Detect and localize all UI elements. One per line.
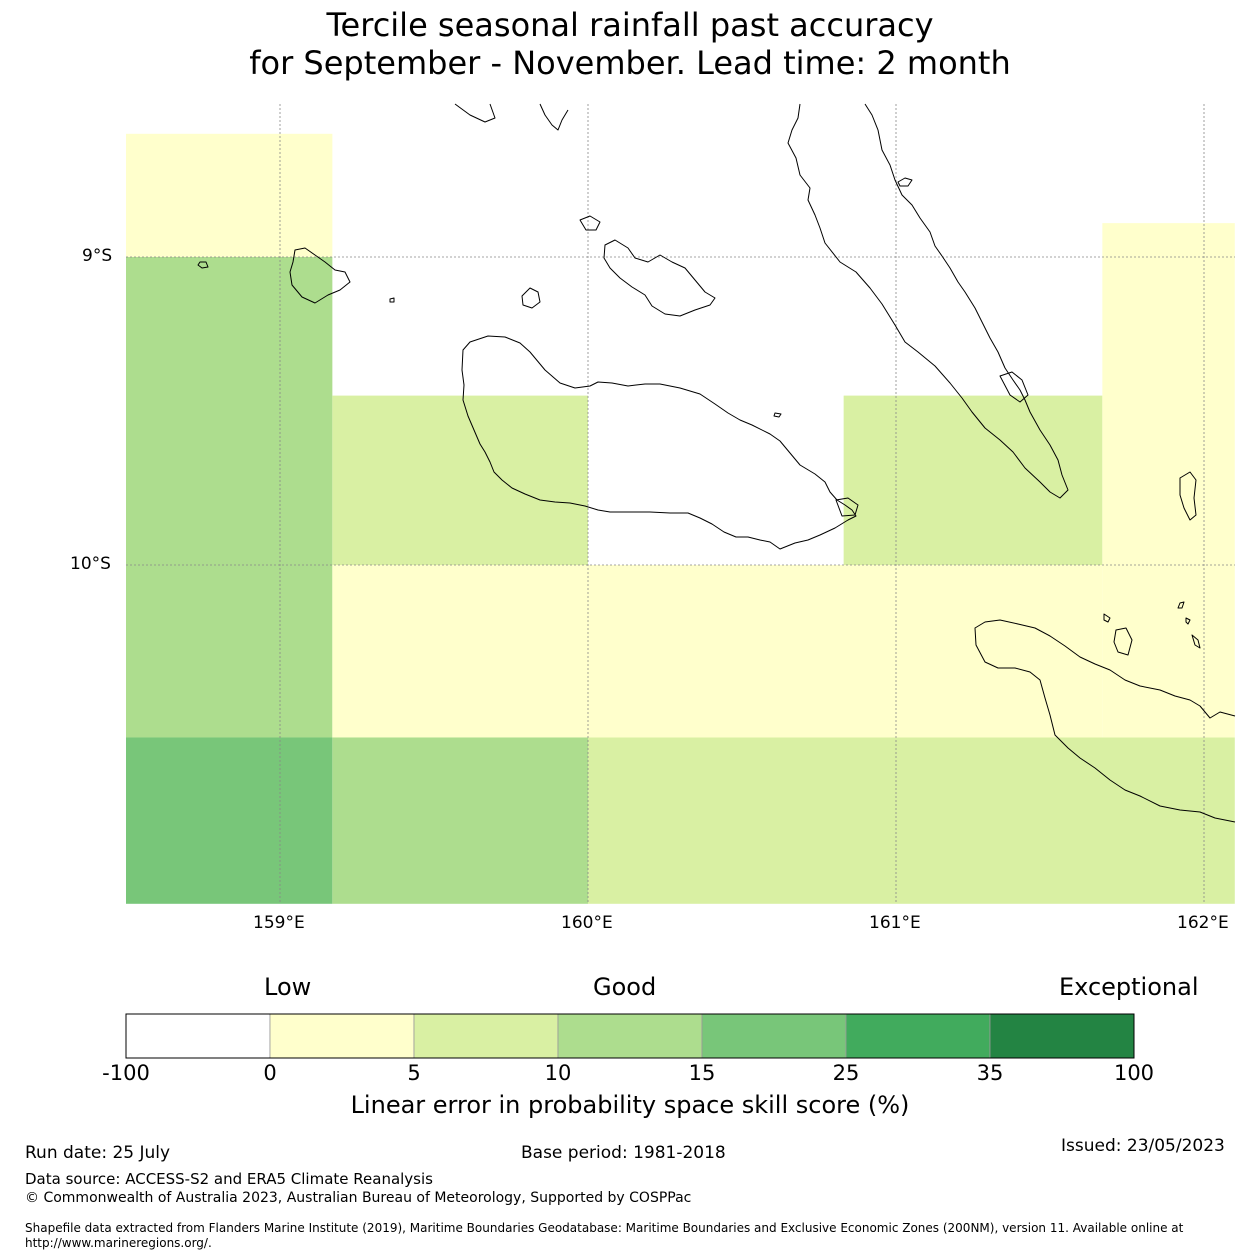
colorbar-frame	[125, 1013, 1135, 1059]
colorbar-label: Linear error in probability space skill …	[350, 1091, 910, 1119]
colorbar-swatch	[989, 1013, 1135, 1059]
russell-islands-coastline	[289, 247, 351, 304]
islet-j	[539, 103, 569, 131]
islet-g	[1191, 634, 1201, 649]
santa-ana-island-coastline	[1113, 627, 1133, 656]
skill-cell	[126, 133, 333, 257]
colorbar	[125, 1013, 1135, 1059]
skill-cells	[126, 133, 1235, 904]
map-title-line1: Tercile seasonal rainfall past accuracy	[326, 6, 934, 44]
coastlines	[197, 103, 1236, 823]
skill-cell	[1102, 223, 1235, 738]
data-source: Data source: ACCESS-S2 and ERA5 Climate …	[25, 1170, 433, 1188]
colorbar-swatch	[413, 1013, 559, 1059]
colorbar-tick: 0	[263, 1061, 277, 1085]
florida-islands-coastline	[603, 239, 716, 317]
colorbar-word-exceptional: Exceptional	[1059, 973, 1199, 1001]
malaita-coastline	[787, 103, 1069, 499]
makira-coastline	[974, 619, 1236, 823]
islet-a	[197, 261, 209, 269]
ulawa-island-coastline	[1179, 471, 1197, 521]
lon-label-162e: 162°E	[1177, 913, 1229, 933]
copyright: © Commonwealth of Australia 2023, Austra…	[25, 1190, 692, 1206]
lon-label-161e: 161°E	[869, 913, 921, 933]
colorbar-swatch	[557, 1013, 703, 1059]
colorbar-word-good: Good	[593, 973, 657, 1001]
run-date: Run date: 25 July	[25, 1143, 171, 1163]
islet-f	[1185, 617, 1191, 625]
skill-cell	[332, 395, 588, 565]
islet-l	[999, 371, 1029, 403]
issued-date: Issued: 23/05/2023	[1061, 1136, 1225, 1156]
lat-label-10s: 10°S	[70, 554, 111, 574]
islet-b	[389, 297, 395, 303]
skill-cell	[843, 395, 1103, 565]
shapefile-credit-line1: Shapefile data extracted from Flanders M…	[25, 1221, 1184, 1235]
islet-e	[1177, 601, 1185, 609]
colorbar-tick: 5	[407, 1061, 421, 1085]
colorbar-tick: 100	[1113, 1061, 1155, 1085]
colorbar-tick: 15	[688, 1061, 716, 1085]
islet-d	[1103, 613, 1111, 623]
colorbar-swatch	[125, 1013, 271, 1059]
skill-cell	[126, 257, 333, 738]
colorbar-tick: 25	[832, 1061, 860, 1085]
islet-m	[835, 497, 859, 517]
base-period: Base period: 1981-2018	[521, 1143, 726, 1163]
skill-cell	[332, 565, 1103, 738]
lon-label-160e: 160°E	[561, 913, 613, 933]
colorbar-word-low: Low	[264, 973, 312, 1001]
map-title-line2: for September - November. Lead time: 2 m…	[249, 44, 1011, 82]
lon-label-159e: 159°E	[253, 913, 305, 933]
islet-c	[773, 412, 782, 418]
colorbar-swatch	[701, 1013, 847, 1059]
gridlines	[126, 104, 1235, 904]
skill-cell	[588, 737, 1235, 904]
colorbar-tick: 35	[976, 1061, 1004, 1085]
colorbar-tick: 10	[544, 1061, 572, 1085]
islet-i	[454, 103, 496, 123]
skill-cell	[332, 737, 588, 904]
colorbar-swatch	[269, 1013, 415, 1059]
savo-island-coastline	[521, 287, 541, 309]
islet-h	[579, 215, 601, 231]
lat-label-9s: 9°S	[82, 246, 113, 266]
skill-cell	[126, 737, 333, 904]
islet-k	[897, 177, 913, 187]
guadalcanal-coastline	[461, 335, 857, 550]
shapefile-credit-line2: http://www.marineregions.org/.	[25, 1236, 212, 1250]
colorbar-tick: -100	[102, 1061, 150, 1085]
colorbar-swatch	[845, 1013, 991, 1059]
